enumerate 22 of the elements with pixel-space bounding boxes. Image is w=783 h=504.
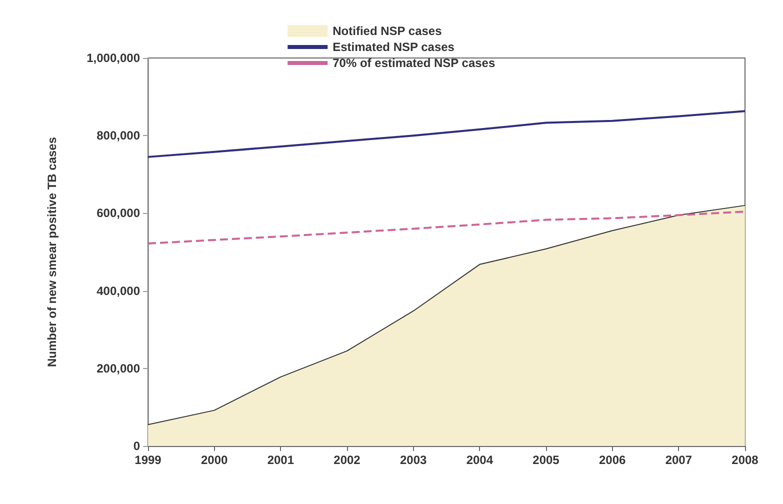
y-tick-label: 1,000,000	[86, 51, 140, 65]
legend-label: Notified NSP cases	[332, 24, 442, 38]
x-tick-label: 2003	[400, 453, 428, 467]
x-tick-label: 1999	[134, 453, 162, 467]
y-tick-label: 0	[133, 439, 140, 453]
x-tick-label: 2005	[532, 453, 560, 467]
x-tick-label: 2002	[334, 453, 361, 467]
x-tick-label: 2006	[598, 453, 626, 467]
y-axis-title: Number of new smear positive TB cases	[45, 136, 59, 368]
line-series	[147, 210, 746, 244]
y-tick-label: 600,000	[96, 206, 140, 220]
x-tick-label: 2000	[200, 453, 228, 467]
y-tick-label: 800,000	[96, 128, 140, 143]
x-tick-label: 2007	[665, 453, 692, 467]
x-tick-label: 2001	[267, 453, 294, 467]
legend-label: Estimated NSP cases	[332, 40, 455, 54]
legend-label: 70% of estimated NSP cases	[332, 56, 496, 70]
y-tick-label: 200,000	[96, 361, 140, 376]
x-tick-label: 2004	[466, 453, 494, 467]
line-series	[147, 110, 746, 158]
x-tick-label: 2008	[732, 453, 759, 467]
y-tick-label: 400,000	[96, 284, 140, 298]
